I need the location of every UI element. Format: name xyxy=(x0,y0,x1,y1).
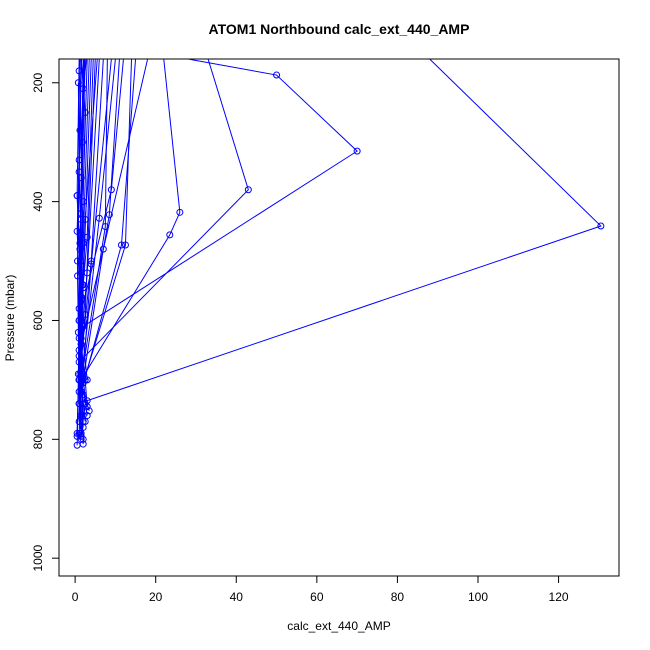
series-layer xyxy=(73,59,605,449)
data-point xyxy=(87,260,95,268)
y-tick-label: 200 xyxy=(31,72,45,92)
data-point xyxy=(121,241,129,249)
series-line-9 xyxy=(80,59,108,380)
data-point xyxy=(73,441,81,449)
data-point xyxy=(77,412,85,420)
data-point xyxy=(74,257,82,265)
data-point xyxy=(76,245,84,253)
data-point xyxy=(244,186,252,194)
data-point xyxy=(597,222,605,230)
data-point xyxy=(73,227,81,235)
data-point xyxy=(99,245,107,253)
data-point xyxy=(75,168,83,176)
data-point xyxy=(75,388,83,396)
y-tick-label: 400 xyxy=(31,191,45,211)
data-point xyxy=(176,208,184,216)
data-point xyxy=(83,376,91,384)
data-point xyxy=(105,211,113,219)
y-axis-label: Pressure (mbar) xyxy=(3,275,17,362)
x-tick-label: 120 xyxy=(549,590,569,604)
series-line-2 xyxy=(78,59,249,383)
y-tick-label: 800 xyxy=(31,429,45,449)
data-point xyxy=(353,147,361,155)
chart-title: ATOM1 Northbound calc_ext_440_AMP xyxy=(209,21,470,37)
data-point xyxy=(76,370,84,378)
data-point xyxy=(81,400,89,408)
x-tick-label: 60 xyxy=(310,590,324,604)
series-line-5 xyxy=(80,59,137,392)
y-axis: 200 400 600 800 1000 xyxy=(31,72,60,572)
data-point xyxy=(73,432,81,440)
x-tick-label: 40 xyxy=(230,590,244,604)
x-tick-label: 20 xyxy=(149,590,163,604)
series-line-31 xyxy=(78,59,86,374)
x-axis: 0 20 40 60 80 100 120 xyxy=(72,575,569,604)
data-point xyxy=(76,126,84,134)
x-axis-label: calc_ext_440_AMP xyxy=(287,619,390,633)
data-point xyxy=(85,407,93,415)
series-line-30 xyxy=(76,195,82,416)
data-point xyxy=(166,231,174,239)
y-tick-label: 1000 xyxy=(31,545,45,572)
series-line-0 xyxy=(80,59,602,434)
x-tick-label: 80 xyxy=(391,590,405,604)
data-point xyxy=(79,423,87,431)
series-line-26 xyxy=(80,59,98,380)
data-point xyxy=(75,417,83,425)
data-point xyxy=(117,241,125,249)
data-point xyxy=(81,215,89,223)
x-tick-label: 0 xyxy=(72,590,79,604)
x-tick-label: 100 xyxy=(468,590,488,604)
y-tick-label: 600 xyxy=(31,310,45,330)
data-point xyxy=(273,71,281,79)
data-point xyxy=(95,214,103,222)
plot-area-border xyxy=(58,58,620,577)
data-point xyxy=(78,281,86,289)
